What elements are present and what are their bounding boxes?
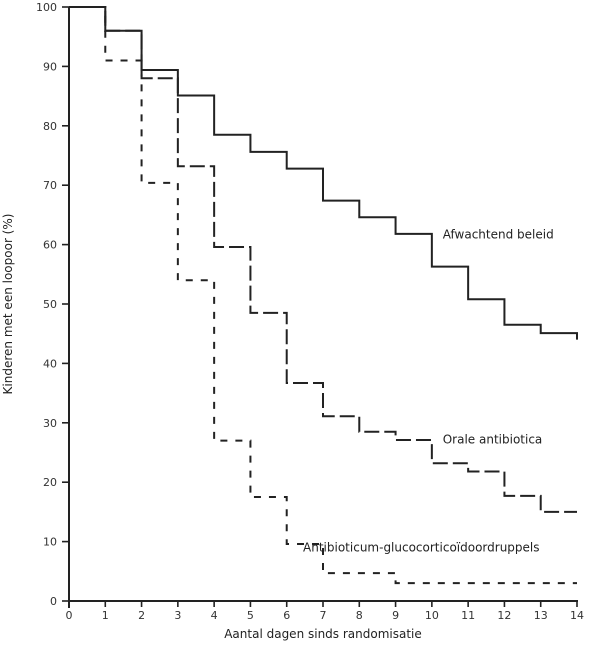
y-tick-label: 80 xyxy=(43,120,57,133)
x-axis-title: Aantal dagen sinds randomisatie xyxy=(224,627,422,641)
y-tick-label: 70 xyxy=(43,179,57,192)
series-labels: Afwachtend beleid Orale antibiotica Antibi… xyxy=(303,228,554,555)
axes xyxy=(68,7,578,608)
x-tick-label: 11 xyxy=(461,609,475,622)
x-tick-label: 10 xyxy=(425,609,439,622)
series-label: Antibioticum-glucocorticoïdoordruppels xyxy=(303,541,539,555)
x-tick-label: 4 xyxy=(211,609,218,622)
y-tick-label: 50 xyxy=(43,298,57,311)
y-tick-label: 10 xyxy=(43,536,57,549)
series-line-long-dash xyxy=(69,6,577,513)
x-tick-label: 2 xyxy=(138,609,145,622)
y-tick-label: 30 xyxy=(43,417,57,430)
y-tick-label: 100 xyxy=(36,1,57,14)
y-tick-label: 20 xyxy=(43,476,57,489)
x-tick-label: 3 xyxy=(174,609,181,622)
y-tick-label: 0 xyxy=(50,595,57,608)
x-tick-label: 1 xyxy=(102,609,109,622)
x-tick-label: 7 xyxy=(320,609,327,622)
series-label: Afwachtend beleid xyxy=(443,228,554,242)
x-tick-label: 8 xyxy=(356,609,363,622)
x-tick-label: 13 xyxy=(534,609,548,622)
x-tick-label: 14 xyxy=(570,609,584,622)
x-tick-label: 6 xyxy=(283,609,290,622)
series-label: Orale antibiotica xyxy=(443,433,543,447)
x-tick-label: 9 xyxy=(392,609,399,622)
y-tick-label: 60 xyxy=(43,239,57,252)
x-tick-label: 12 xyxy=(497,609,511,622)
series-layer xyxy=(69,6,578,585)
x-ticks: 0 1 2 3 4 5 6 7 8 9 10 11 12 13 14 xyxy=(66,601,584,622)
x-tick-label: 5 xyxy=(247,609,254,622)
series-line-short-dash xyxy=(69,6,577,585)
y-tick-label: 90 xyxy=(43,60,57,73)
x-tick-label: 0 xyxy=(66,609,73,622)
y-ticks: 0 10 20 30 40 50 60 70 80 90 100 xyxy=(36,1,69,608)
y-tick-label: 40 xyxy=(43,357,57,370)
y-axis-title: Kinderen met een loopoor (%) xyxy=(1,214,15,395)
series-line-solid xyxy=(69,6,578,340)
